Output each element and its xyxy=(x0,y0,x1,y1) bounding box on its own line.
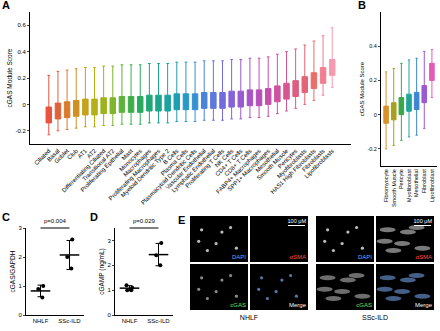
svg-text:Pericytes: Pericytes xyxy=(277,148,299,170)
svg-text:cGAS Module Score: cGAS Module Score xyxy=(359,61,365,116)
svg-text:0.4: 0.4 xyxy=(369,43,377,49)
svg-text:Fibroblasts: Fibroblasts xyxy=(301,148,326,173)
svg-text:cGAS Module Score: cGAS Module Score xyxy=(6,48,13,107)
svg-text:Merge: Merge xyxy=(289,302,307,308)
svg-text:Lipofibroblast: Lipofibroblast xyxy=(429,169,435,202)
svg-text:1: 1 xyxy=(107,287,111,293)
svg-text:cGAMP (ng/mL): cGAMP (ng/mL) xyxy=(98,248,106,294)
html-text:B: B xyxy=(358,0,366,11)
svg-text:0: 0 xyxy=(22,102,26,108)
svg-text:3: 3 xyxy=(18,225,22,231)
svg-text:1: 1 xyxy=(18,283,22,289)
svg-text:Basal: Basal xyxy=(46,148,61,163)
svg-text:Transitional AT2: Transitional AT2 xyxy=(81,147,116,182)
svg-text:E: E xyxy=(178,214,185,226)
svg-text:Macrophages: Macrophages xyxy=(122,148,152,178)
svg-text:Myofibroblasts: Myofibroblasts xyxy=(276,148,308,180)
svg-text:NHLF: NHLF xyxy=(33,318,49,324)
svg-text:0.2: 0.2 xyxy=(369,77,377,83)
svg-text:Lymphatic Endothelial: Lymphatic Endothelial xyxy=(171,148,217,194)
svg-text:p=0.029: p=0.029 xyxy=(133,218,156,224)
svg-text:DAPI: DAPI xyxy=(232,254,246,260)
svg-text:SSc-ILD: SSc-ILD xyxy=(58,318,81,324)
svg-text:NHLF: NHLF xyxy=(122,318,138,324)
svg-text:Fibroblast: Fibroblast xyxy=(421,169,427,194)
svg-text:cGAS: cGAS xyxy=(356,302,372,308)
svg-text:Ciliated: Ciliated xyxy=(33,148,51,166)
svg-text:Goblet: Goblet xyxy=(53,148,70,165)
svg-text:100 μM: 100 μM xyxy=(414,218,433,224)
svg-text:Proliferating T Cells: Proliferating T Cells xyxy=(184,148,225,189)
svg-text:0: 0 xyxy=(18,312,22,318)
svg-text:NHLF: NHLF xyxy=(240,314,258,321)
html-text:A: A xyxy=(2,0,10,11)
svg-text:Club: Club xyxy=(66,147,79,160)
svg-text:B Cells: B Cells xyxy=(162,148,180,166)
svg-text:-0.2: -0.2 xyxy=(15,128,26,134)
svg-text:Mesothelial: Mesothelial xyxy=(254,148,280,174)
svg-text:DAPI: DAPI xyxy=(358,254,372,260)
svg-text:Smooth Muscle: Smooth Muscle xyxy=(391,169,397,207)
svg-text:Smooth Muscle: Smooth Muscle xyxy=(256,147,290,181)
svg-text:2: 2 xyxy=(18,254,22,260)
svg-text:2: 2 xyxy=(107,262,111,268)
svg-text:Monocytes: Monocytes xyxy=(118,148,143,173)
svg-text:0: 0 xyxy=(107,312,111,318)
svg-text:0: 0 xyxy=(374,112,377,118)
svg-text:0.2: 0.2 xyxy=(17,75,26,81)
svg-text:Fibromyocyte: Fibromyocyte xyxy=(383,169,389,202)
svg-text:SSc-ILD: SSc-ILD xyxy=(362,314,388,321)
svg-text:αSMA: αSMA xyxy=(416,254,432,260)
svg-text:CD4+ T Cells: CD4+ T Cells xyxy=(214,148,243,177)
svg-text:Mast: Mast xyxy=(120,148,134,162)
svg-text:AT2: AT2 xyxy=(86,147,98,159)
svg-text:NK Cells: NK Cells xyxy=(214,148,235,169)
svg-text:Plasma Cells: Plasma Cells xyxy=(160,148,189,177)
html-text:D: D xyxy=(90,211,98,223)
svg-text:100 μM: 100 μM xyxy=(288,218,307,224)
svg-text:SPP1+ Macrophages: SPP1+ Macrophages xyxy=(227,148,271,192)
svg-text:Mesothelial: Mesothelial xyxy=(413,169,419,197)
svg-text:Myofibroblast: Myofibroblast xyxy=(406,169,412,202)
svg-text:Differentiating Ciliated: Differentiating Ciliated xyxy=(61,148,107,194)
svg-text:CD8+ T Cells: CD8+ T Cells xyxy=(223,148,252,177)
svg-text:Merge: Merge xyxy=(415,302,433,308)
svg-text:Proliferating Epithelial: Proliferating Epithelial xyxy=(79,148,124,193)
svg-text:SSc-ILD: SSc-ILD xyxy=(147,318,170,324)
svg-text:0.6: 0.6 xyxy=(17,22,26,28)
svg-text:cGAS/GAPDH: cGAS/GAPDH xyxy=(9,250,16,292)
svg-text:cGAS: cGAS xyxy=(230,302,246,308)
svg-text:HAS1 High Fibroblasts: HAS1 High Fibroblasts xyxy=(270,148,317,195)
svg-text:Lipofibroblasts: Lipofibroblasts xyxy=(303,148,335,180)
svg-text:FABP4+ Macrophages: FABP4+ Macrophages xyxy=(215,148,262,195)
svg-text:Proliferating Macrophages: Proliferating Macrophages xyxy=(108,148,162,202)
svg-text:3: 3 xyxy=(107,238,111,244)
svg-text:Vascular Endothelial: Vascular Endothelial xyxy=(164,148,207,191)
svg-text:Pericyte: Pericyte xyxy=(398,169,404,189)
svg-text:p=0.004: p=0.004 xyxy=(44,218,67,224)
svg-text:Plasmacytoid Dendritic Cells: Plasmacytoid Dendritic Cells xyxy=(140,148,198,206)
svg-text:Myeloid Dendritic Type 2: Myeloid Dendritic Type 2 xyxy=(120,147,171,198)
svg-text:αSMA: αSMA xyxy=(290,254,306,260)
html-text:C: C xyxy=(2,211,10,223)
svg-text:AT1: AT1 xyxy=(76,147,88,159)
svg-text:0.4: 0.4 xyxy=(17,49,26,55)
svg-text:-0.2: -0.2 xyxy=(367,146,376,152)
